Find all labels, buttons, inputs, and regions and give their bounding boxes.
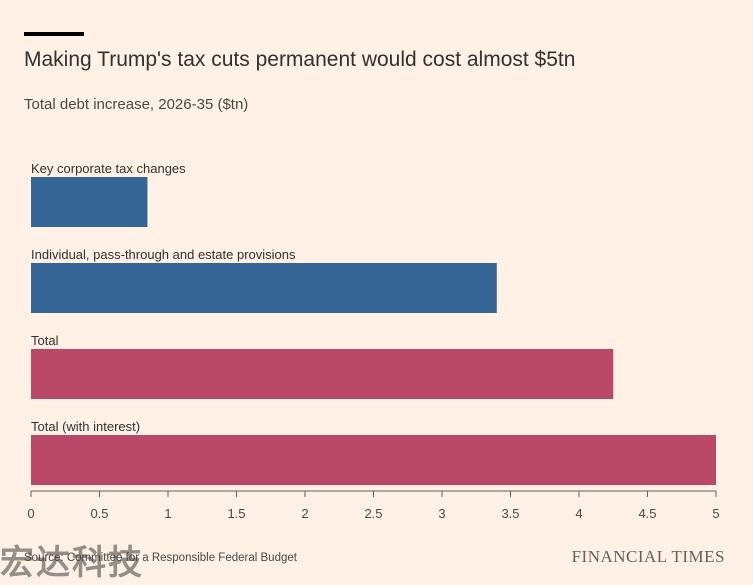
x-tick-label: 1 (164, 506, 171, 521)
x-tick-label: 3 (438, 506, 445, 521)
bar (31, 177, 148, 227)
x-tick-label: 0.5 (90, 506, 108, 521)
bar (31, 263, 497, 313)
chart-title: Making Trump's tax cuts permanent would … (24, 48, 576, 71)
x-tick-label: 4.5 (638, 506, 656, 521)
x-tick-label: 3.5 (501, 506, 519, 521)
category-label: Total (with interest) (31, 419, 140, 434)
bar (31, 349, 614, 399)
x-tick-label: 2 (301, 506, 308, 521)
chart-subtitle: Total debt increase, 2026-35 ($tn) (24, 96, 249, 113)
category-label: Individual, pass-through and estate prov… (31, 247, 296, 262)
bar (31, 435, 716, 485)
ft-brand-logo: FINANCIAL TIMES (571, 547, 725, 566)
source-note: Source: Committee for a Responsible Fede… (24, 552, 297, 564)
x-tick-label: 4 (575, 506, 582, 521)
top-rule (24, 32, 84, 36)
x-tick-label: 1.5 (227, 506, 245, 521)
x-tick-label: 0 (27, 506, 34, 521)
x-tick-label: 5 (712, 506, 719, 521)
category-label: Key corporate tax changes (31, 161, 186, 176)
x-tick-label: 2.5 (364, 506, 382, 521)
category-label: Total (31, 333, 59, 348)
